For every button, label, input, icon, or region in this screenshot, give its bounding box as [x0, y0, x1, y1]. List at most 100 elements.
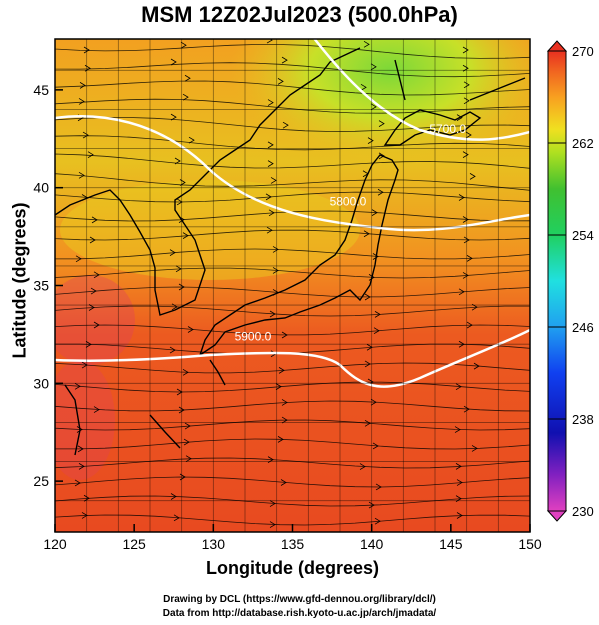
streamline	[55, 495, 530, 507]
streamline-arrow	[78, 463, 85, 470]
streamline-arrow	[176, 198, 183, 206]
streamline-arrow	[266, 226, 273, 234]
streamline-arrow	[458, 194, 465, 201]
streamline-arrow	[93, 321, 100, 329]
streamline-arrow	[77, 445, 84, 453]
streamline-arrow	[366, 343, 373, 351]
streamline	[55, 210, 530, 222]
streamline-arrow	[473, 362, 480, 370]
streamline-arrow	[281, 399, 288, 406]
streamline-arrow	[371, 209, 378, 216]
streamline-arrow	[363, 40, 370, 48]
streamline-arrow	[267, 160, 274, 167]
streamline-arrow	[74, 382, 81, 390]
streamline-arrow	[455, 463, 462, 470]
streamline-arrow	[275, 383, 282, 390]
streamline-arrow	[462, 151, 469, 158]
chart-title: MSM 12Z02Jul2023 (500.0hPa)	[141, 2, 458, 27]
streamline-arrow	[179, 179, 186, 186]
y-tick-label: 45	[33, 82, 49, 98]
streamline-arrow	[374, 311, 381, 318]
streamline-arrow	[360, 83, 367, 91]
y-tick-label: 35	[33, 278, 49, 294]
streamline-arrow	[374, 517, 381, 525]
streamline-arrow	[378, 152, 385, 160]
y-axis-label: Latitude (degrees)	[9, 202, 30, 359]
streamline	[55, 381, 530, 393]
streamline-arrow	[370, 63, 377, 71]
streamline-arrow	[370, 103, 377, 111]
streamline	[55, 476, 530, 488]
streamline-arrow	[282, 121, 289, 129]
streamline-arrow	[85, 341, 92, 348]
streamline-arrow	[184, 74, 191, 82]
streamline-arrow	[281, 56, 288, 64]
streamline-arrow	[377, 188, 384, 196]
streamline	[55, 44, 530, 59]
streamline-arrow	[83, 494, 90, 502]
streamline-arrow	[267, 99, 274, 106]
streamline-arrow	[169, 249, 176, 256]
x-axis-label: Longitude (degrees)	[205, 558, 379, 578]
streamline-arrow	[90, 287, 97, 295]
x-tick-label: 150	[518, 536, 542, 552]
streamline-arrow	[88, 304, 95, 311]
streamline-arrow	[375, 483, 382, 491]
streamline-arrow	[458, 288, 465, 296]
colorbar-tick-label: 238	[572, 412, 594, 427]
streamline-arrow	[463, 81, 470, 89]
streamline	[55, 98, 530, 114]
streamline	[55, 80, 530, 96]
streamline	[55, 438, 530, 450]
streamline-arrow	[182, 93, 189, 101]
colorbar-tick-label: 230	[572, 504, 594, 519]
streamline-arrow	[93, 406, 100, 413]
streamline-arrow	[79, 82, 86, 89]
streamline-arrow	[75, 255, 82, 263]
streamline-arrow	[81, 361, 88, 369]
streamline-arrow	[74, 479, 81, 487]
streamline-arrow	[170, 113, 177, 121]
streamline-arrow	[463, 405, 470, 413]
streamline-arrow	[367, 137, 374, 144]
streamline-arrow	[462, 64, 469, 72]
x-tick-label: 145	[439, 536, 463, 552]
streamline-arrow	[454, 426, 461, 433]
streamline-arrow	[175, 265, 182, 273]
streamline-arrow	[170, 58, 177, 66]
streamline-arrow	[372, 442, 379, 450]
streamline-arrow	[87, 151, 94, 159]
streamline-arrow	[169, 346, 176, 354]
credit-data: Data from http://database.rish.kyoto-u.a…	[162, 608, 437, 619]
streamline-arrow	[370, 398, 377, 406]
streamline-arrow	[179, 473, 186, 481]
streamline-arrow	[463, 97, 470, 105]
x-tick-label: 125	[122, 536, 146, 552]
streamline	[55, 457, 530, 469]
colorbar-tick-label: 270	[572, 44, 594, 59]
streamline-arrow	[368, 501, 375, 509]
streamline	[55, 135, 530, 151]
streamline-arrow	[469, 173, 476, 180]
colorbar-tick-label: 254	[572, 228, 594, 243]
streamline-arrow	[78, 171, 85, 179]
streamline-arrow	[269, 521, 276, 528]
streamline-arrow	[456, 479, 463, 486]
streamline-arrow	[272, 246, 279, 253]
colorbar-tick-label: 262	[572, 136, 594, 151]
streamline-arrow	[269, 310, 276, 318]
streamline-arrow	[471, 445, 478, 452]
streamline-arrow	[471, 303, 478, 311]
x-tick-label: 120	[43, 536, 67, 552]
streamline-arrow	[455, 495, 462, 502]
streamline-arrow	[277, 436, 284, 443]
streamline-arrow	[82, 131, 89, 139]
x-tick-label: 140	[360, 536, 384, 552]
streamline-arrow	[265, 193, 272, 201]
colorbar: 270 262 254 246 238 230	[546, 40, 594, 522]
streamline-arrow	[466, 255, 473, 262]
streamline-arrow	[174, 157, 181, 165]
streamline-arrow	[456, 114, 463, 121]
streamline	[55, 62, 530, 78]
